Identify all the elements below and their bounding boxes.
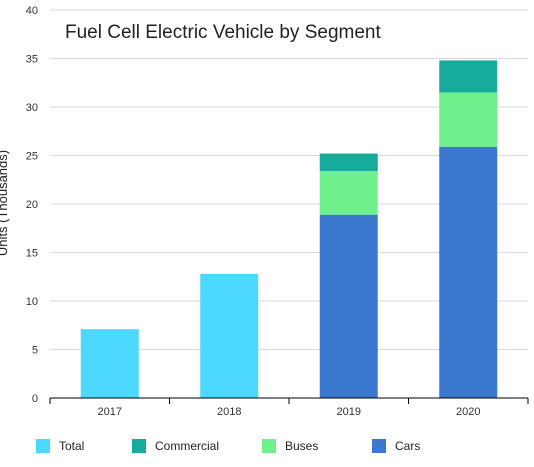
- legend-swatch-buses: [262, 439, 276, 453]
- gridlines: [50, 9, 528, 350]
- bar-commercial-2019: [319, 153, 378, 172]
- chart-title: Fuel Cell Electric Vehicle by Segment: [65, 22, 381, 43]
- y-tick-label: 20: [26, 199, 38, 211]
- y-axis-label: Units (Thousands): [0, 150, 10, 256]
- x-tick-label: 2018: [217, 406, 241, 418]
- bars: [80, 60, 498, 398]
- y-tick-label: 10: [26, 296, 38, 308]
- bar-total-2018: [200, 273, 259, 398]
- y-tick-label: 25: [26, 151, 38, 163]
- bar-commercial-2020: [439, 60, 498, 93]
- y-tick-label: 30: [26, 102, 38, 114]
- legend-swatch-total: [36, 439, 50, 453]
- bar-cars-2020: [439, 146, 498, 398]
- legend-label-cars: Cars: [395, 439, 420, 453]
- x-tick-label: 2020: [456, 406, 480, 418]
- x-tick-label: 2017: [98, 406, 122, 418]
- y-tick-label: 40: [26, 5, 38, 17]
- y-tick-label: 35: [26, 54, 38, 66]
- axes: 0 5 10 15 20 25 30 35 40 2017 2018 2019 2020: [26, 5, 529, 418]
- bar-total-2017: [80, 329, 139, 398]
- bar-buses-2020: [439, 92, 498, 147]
- bar-buses-2019: [319, 171, 378, 215]
- legend-label-buses: Buses: [285, 439, 318, 453]
- legend-swatch-cars: [372, 439, 386, 453]
- legend: Total Commercial Buses Cars: [36, 439, 420, 453]
- y-tick-label: 5: [32, 345, 38, 357]
- legend-label-commercial: Commercial: [155, 439, 219, 453]
- legend-swatch-commercial: [132, 439, 146, 453]
- y-tick-label: 15: [26, 248, 38, 260]
- legend-label-total: Total: [59, 439, 84, 453]
- bar-cars-2019: [319, 214, 378, 398]
- y-tick-label: 0: [32, 393, 38, 405]
- x-tick-label: 2019: [337, 406, 361, 418]
